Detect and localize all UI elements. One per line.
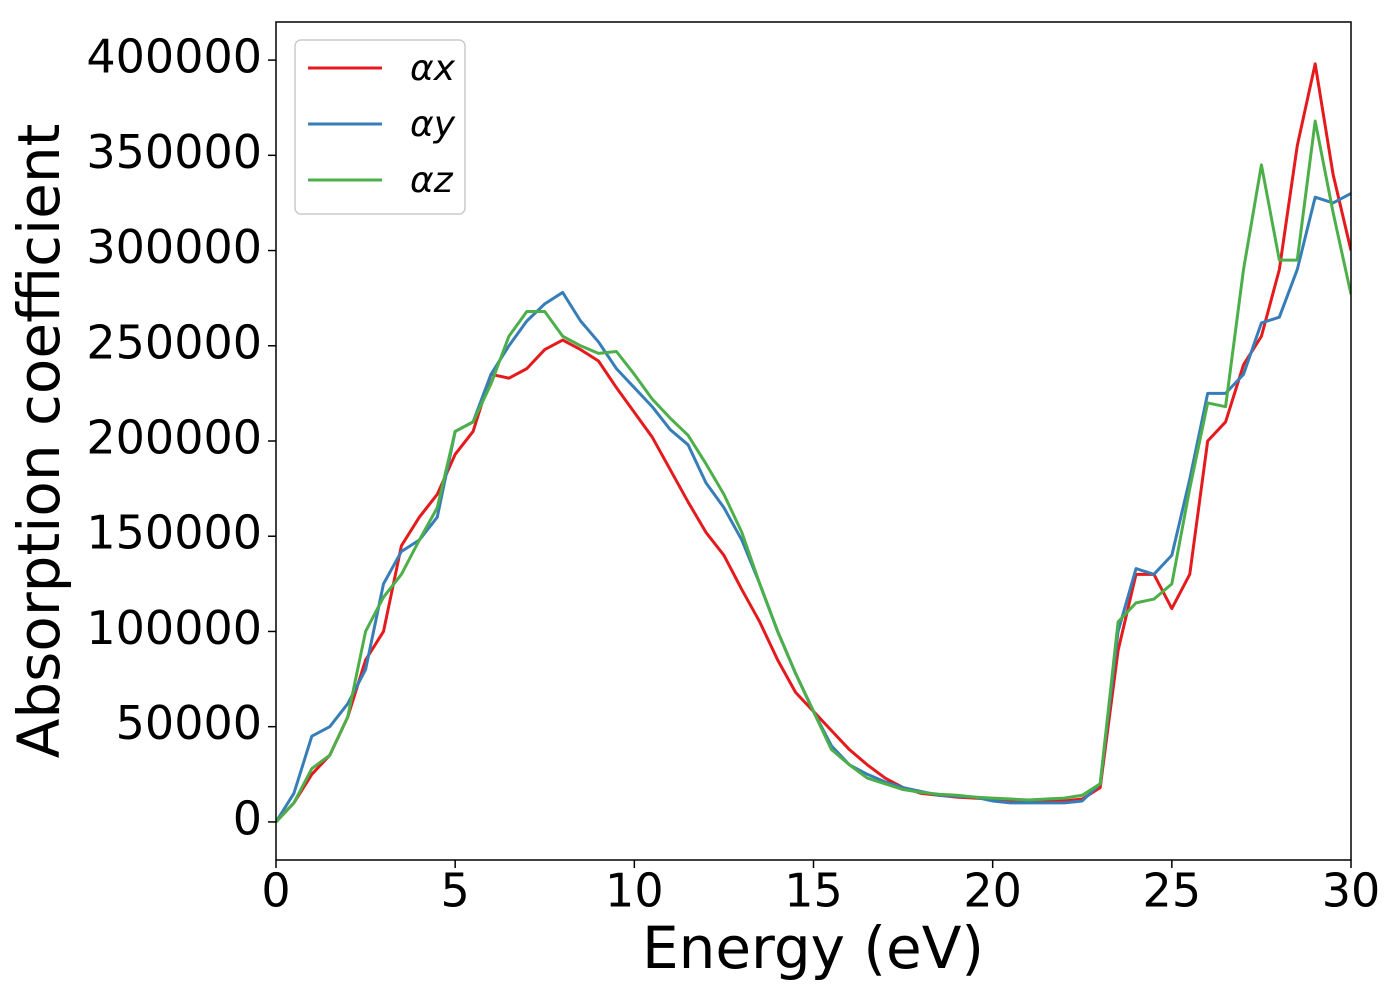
x-tick-label: 0 <box>261 864 290 918</box>
y-tick-label: 350000 <box>86 125 262 179</box>
y-tick-label: 200000 <box>86 411 262 465</box>
legend-label: αx <box>410 48 456 89</box>
legend-label: αy <box>410 104 456 145</box>
data-line <box>276 119 1351 823</box>
legend-box <box>294 39 466 215</box>
x-tick-label: 5 <box>441 864 470 918</box>
y-axis-label: Absorption coefficient <box>5 124 73 759</box>
x-tick-label: 15 <box>784 864 843 918</box>
y-tick-label: 250000 <box>86 315 262 369</box>
legend-label: αz <box>410 160 454 201</box>
y-tick-label: 300000 <box>86 220 262 274</box>
y-tick-label: 400000 <box>86 30 262 84</box>
x-tick-label: 30 <box>1322 864 1381 918</box>
y-tick-label: 100000 <box>86 601 262 655</box>
plot-frame <box>275 21 1352 861</box>
y-tick-label: 150000 <box>86 506 262 560</box>
x-axis-label: Energy (eV) <box>642 914 984 982</box>
x-tick-label: 10 <box>605 864 664 918</box>
y-tick-label: 0 <box>233 791 262 845</box>
x-tick-label: 25 <box>1143 864 1202 918</box>
x-tick-label: 20 <box>963 864 1022 918</box>
y-tick-label: 50000 <box>116 696 262 750</box>
